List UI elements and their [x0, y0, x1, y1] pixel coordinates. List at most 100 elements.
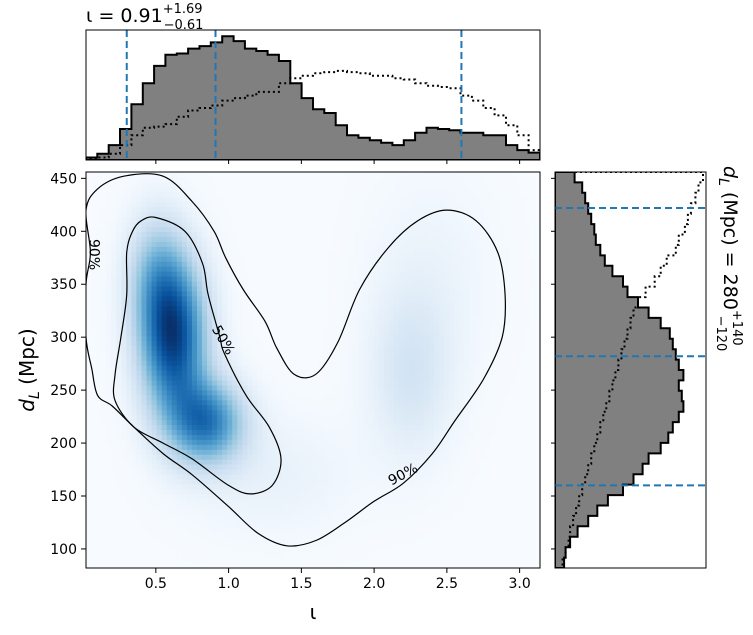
heatmap-cell: [166, 231, 173, 237]
heatmap-cell: [383, 181, 390, 188]
heatmap-cell: [217, 370, 223, 376]
heatmap-cell: [343, 221, 349, 228]
heatmap-cell: [191, 340, 198, 346]
heatmap-cell: [151, 310, 158, 317]
heatmap-cell: [242, 350, 249, 356]
heatmap-cell: [313, 266, 319, 272]
heatmap-cell: [91, 340, 97, 346]
heatmap-cell: [252, 256, 259, 262]
heatmap-cell: [126, 176, 132, 183]
heatmap-cell: [252, 384, 259, 391]
heatmap-cell: [358, 280, 365, 287]
heatmap-cell: [313, 355, 319, 361]
heatmap-cell: [166, 478, 173, 485]
heatmap-cell: [121, 320, 127, 327]
heatmap-cell: [388, 251, 395, 257]
heatmap-cell: [121, 503, 127, 510]
heatmap-cell: [212, 439, 218, 445]
heatmap-cell: [363, 350, 370, 356]
heatmap-cell: [378, 305, 385, 312]
heatmap-cell: [151, 553, 158, 559]
heatmap-cell: [247, 414, 254, 421]
heatmap-cell: [252, 241, 259, 247]
heatmap-cell: [156, 538, 163, 544]
heatmap-cell: [348, 191, 354, 198]
heatmap-cell: [368, 285, 375, 292]
heatmap-cell: [237, 275, 243, 282]
heatmap-cell: [126, 325, 132, 331]
heatmap-cell: [383, 478, 390, 485]
heatmap-cell: [373, 483, 380, 490]
heatmap-cell: [302, 246, 309, 252]
heatmap-cell: [318, 271, 324, 277]
heatmap-cell: [106, 488, 112, 495]
heatmap-cell: [186, 439, 193, 445]
heatmap-cell: [171, 419, 178, 426]
heatmap-cell: [176, 360, 183, 366]
heatmap-cell: [297, 424, 304, 430]
heatmap-cell: [393, 498, 400, 505]
heatmap-cell: [353, 404, 359, 411]
heatmap-cell: [131, 310, 138, 317]
heatmap-cell: [247, 266, 254, 272]
heatmap-cell: [358, 454, 365, 460]
heatmap-cell: [237, 310, 243, 317]
heatmap-cell: [227, 498, 233, 505]
heatmap-cell: [91, 201, 97, 208]
heatmap-cell: [388, 404, 395, 411]
heatmap-cell: [86, 221, 92, 228]
heatmap-cell: [343, 186, 349, 193]
heatmap-cell: [297, 266, 304, 272]
heatmap-cell: [287, 374, 294, 381]
heatmap-cell: [126, 444, 132, 450]
heatmap-cell: [141, 236, 148, 242]
heatmap-cell: [227, 345, 233, 351]
heatmap-cell: [176, 478, 183, 485]
heatmap-cell: [126, 285, 132, 292]
heatmap-cell: [333, 459, 339, 465]
heatmap-cell: [156, 414, 163, 421]
heatmap-cell: [272, 543, 279, 549]
heatmap-cell: [242, 280, 249, 287]
heatmap-cell: [131, 176, 138, 183]
heatmap-cell: [166, 394, 173, 401]
heatmap-cell: [252, 459, 259, 465]
heatmap-cell: [267, 315, 274, 322]
heatmap-cell: [242, 320, 249, 327]
heatmap-cell: [267, 414, 274, 421]
heatmap-cell: [313, 454, 319, 460]
heatmap-cell: [151, 300, 158, 307]
heatmap-cell: [262, 330, 269, 336]
heatmap-cell: [333, 340, 339, 346]
heatmap-cell: [297, 399, 304, 406]
heatmap-cell: [237, 211, 243, 218]
heatmap-cell: [96, 439, 102, 445]
heatmap-cell: [287, 181, 294, 188]
heatmap-cell: [272, 191, 279, 198]
heatmap-cell: [181, 370, 188, 376]
heatmap-cell: [232, 310, 238, 317]
heatmap-cell: [186, 483, 193, 490]
heatmap-cell: [207, 330, 213, 336]
heatmap-cell: [146, 290, 153, 297]
heatmap-cell: [181, 459, 188, 465]
heatmap-cell: [186, 305, 193, 312]
heatmap-cell: [86, 409, 92, 416]
heatmap-cell: [383, 553, 390, 559]
heatmap-cell: [136, 355, 143, 361]
heatmap-cell: [232, 429, 238, 435]
heatmap-cell: [176, 533, 183, 539]
heatmap-cell: [96, 360, 102, 366]
heatmap-cell: [217, 186, 223, 193]
heatmap-cell: [212, 246, 218, 252]
heatmap-cell: [227, 196, 233, 203]
heatmap-cell: [186, 201, 193, 208]
heatmap-cell: [262, 261, 269, 267]
heatmap-cell: [181, 211, 188, 218]
heatmap-cell: [363, 533, 370, 539]
heatmap-cell: [318, 548, 324, 554]
heatmap-cell: [131, 221, 138, 228]
heatmap-cell: [207, 201, 213, 208]
heatmap-cell: [368, 305, 375, 312]
heatmap-cell: [186, 434, 193, 440]
